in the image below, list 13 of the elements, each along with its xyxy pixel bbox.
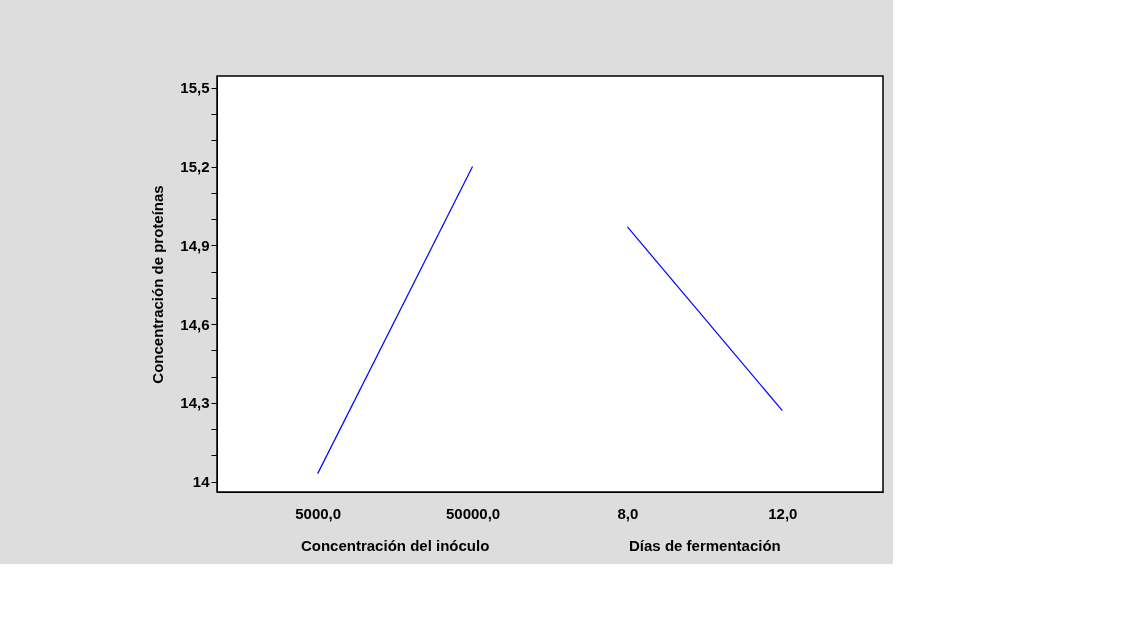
text: Concentración del inóculo — [300, 537, 490, 554]
text: Días de fermentación — [629, 537, 781, 554]
x-tick-label: 5000,0 — [295, 504, 342, 522]
x-tick-label: 12,0 — [768, 504, 798, 522]
y-axis-title: Concentración de proteínas — [149, 185, 167, 384]
y-tick-label: 15,5 — [180, 79, 210, 97]
y-tick-label: 14,6 — [180, 315, 210, 333]
y-tick-label: 14,9 — [180, 236, 210, 254]
y-tick-label: 15,2 — [180, 158, 210, 176]
x-tick-label: 8,0 — [617, 504, 639, 522]
y-tick-label: 14,3 — [180, 394, 210, 412]
y-tick-label: 14 — [192, 473, 211, 490]
x-tick-label: 50000,0 — [445, 504, 501, 522]
